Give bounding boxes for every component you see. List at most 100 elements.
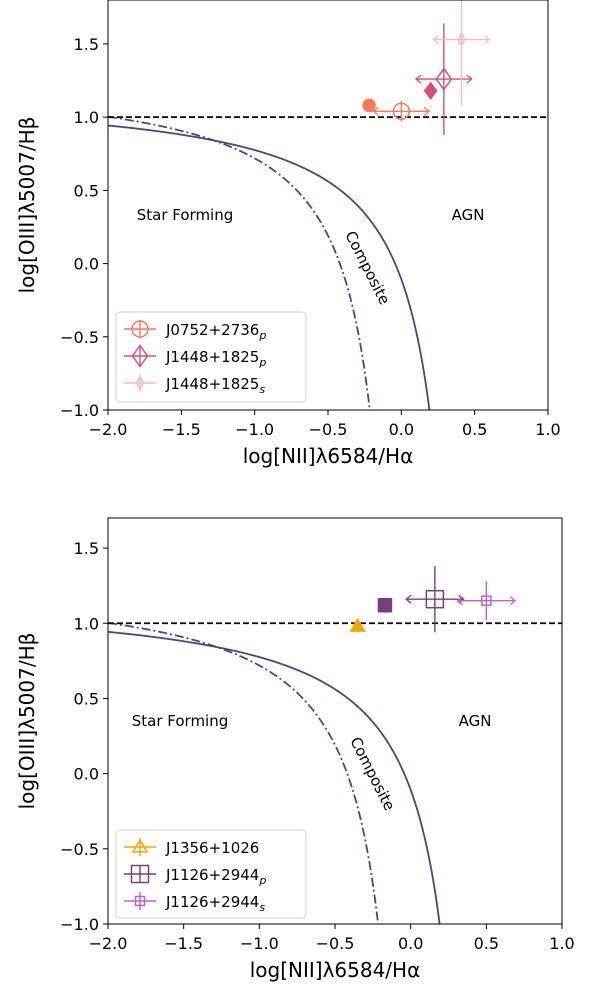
kauffmann-curve [108, 621, 380, 924]
y-tick-label: 0.5 [74, 181, 99, 200]
x-tick-label: 0.0 [389, 420, 414, 439]
data-point [423, 81, 438, 101]
legend-subscript: p [258, 356, 266, 369]
plot-area [108, 566, 562, 924]
x-tick-label: 0.0 [398, 934, 423, 953]
marker-triangle-open [349, 617, 367, 632]
legend-entry: J1448+1825p [124, 344, 266, 369]
y-tick-label: −1.0 [60, 915, 99, 934]
data-point [432, 0, 491, 106]
series-2 [414, 23, 473, 135]
x-error-arrow-left [405, 594, 412, 604]
x-tick-label: −0.5 [316, 934, 355, 953]
legend-box [115, 311, 307, 403]
marker-square-open [425, 589, 445, 609]
legend: J0752+2736p J1448+1825p J1448+1825s [115, 311, 307, 403]
region-label-star-forming: Star Forming [132, 712, 229, 730]
y-tick-label: 1.5 [74, 35, 99, 54]
legend-marker-thin-diamond [135, 375, 145, 391]
y-tick-label: 1.0 [74, 108, 99, 127]
x-error-arrow-left [414, 74, 422, 84]
legend-label: J1448+1825s [165, 375, 265, 396]
legend-label: J1356+1026 [165, 839, 259, 857]
x-tick-label: 0.5 [474, 934, 499, 953]
data-point [349, 617, 367, 632]
legend-subscript: s [259, 901, 265, 914]
x-error-arrow-right [466, 74, 473, 84]
legend-box [115, 829, 307, 919]
plot-area [108, 0, 548, 410]
marker-circle-open [362, 98, 376, 113]
y-tick-label: −0.5 [60, 840, 99, 859]
series-2 [377, 566, 465, 633]
legend-label: J1126+2944p [165, 866, 266, 887]
legend-label: J1448+1825p [165, 348, 266, 369]
x-tick-label: −2.0 [89, 934, 128, 953]
y-tick-label: 1.5 [74, 539, 99, 558]
legend-entry: J1356+1026 [124, 838, 259, 857]
kauffmann-curve [108, 115, 371, 410]
series-3 [456, 581, 517, 621]
legend-marker-diamond-open [131, 344, 149, 368]
marker-square-open-small [481, 595, 492, 606]
data-point [414, 23, 473, 135]
x-tick-label: −2.0 [89, 420, 128, 439]
x-error-arrow-right [509, 596, 517, 606]
region-label-star-forming: Star Forming [137, 206, 234, 224]
x-error-arrow-left [456, 596, 463, 606]
x-tick-label: 0.5 [462, 420, 487, 439]
x-error-arrow-right [458, 594, 465, 604]
y-tick-label: 0.0 [74, 765, 99, 784]
legend-entry: J1126+2944p [124, 864, 266, 887]
series-1 [349, 617, 367, 632]
x-tick-label: −1.5 [162, 420, 201, 439]
y-tick-label: −1.0 [60, 401, 99, 420]
data-point [362, 98, 376, 113]
legend-marker-circle-open [131, 320, 149, 338]
legend-subscript: p [258, 874, 266, 887]
legend: J1356+1026 J1126+2944p J1126+2944s [115, 829, 307, 919]
y-tick-label: −0.5 [60, 328, 99, 347]
series-1 [362, 98, 431, 122]
series-3 [432, 0, 491, 106]
region-label-agn: AGN [459, 712, 492, 730]
data-point [372, 101, 431, 122]
region-label-agn: AGN [452, 206, 485, 224]
data-point [456, 581, 517, 621]
x-error-arrow-left [372, 106, 379, 116]
legend-marker-square-open-small [134, 895, 146, 907]
x-tick-label: −1.5 [164, 934, 203, 953]
marker-diamond-open [423, 81, 438, 101]
x-tick-label: −1.0 [240, 934, 279, 953]
kewley-curve [108, 630, 441, 924]
legend-subscript: p [258, 329, 266, 342]
y-axis-label: log[OIII]λ5007/Hβ [15, 633, 39, 810]
legend-entry: J1448+1825s [124, 374, 265, 396]
x-tick-label: −0.5 [309, 420, 348, 439]
x-axis-label: log[NII]λ6584/Hα [243, 444, 414, 468]
legend-label: J0752+2736p [165, 321, 266, 342]
x-error-arrow-right [483, 35, 491, 45]
data-point [405, 566, 465, 633]
x-error-arrow-left [432, 35, 440, 45]
x-tick-label: −1.0 [235, 420, 274, 439]
data-point [377, 597, 393, 613]
x-error-arrow-right [423, 106, 431, 116]
x-tick-label: 1.0 [549, 934, 574, 953]
legend-entry: J0752+2736p [124, 320, 266, 342]
y-tick-label: 1.0 [74, 614, 99, 633]
marker-square-open [377, 597, 393, 613]
kewley-curve [108, 124, 431, 410]
y-axis-label: log[OIII]λ5007/Hβ [15, 117, 39, 294]
y-tick-label: 0.5 [74, 689, 99, 708]
legend-marker-square-open [130, 864, 150, 884]
marker-diamond-open [435, 67, 453, 91]
marker-thin-diamond [457, 32, 466, 48]
y-tick-label: 0.0 [74, 255, 99, 274]
legend-marker-triangle-open [131, 838, 149, 853]
x-tick-label: 1.0 [535, 420, 560, 439]
legend-label: J1126+2944s [165, 893, 265, 914]
